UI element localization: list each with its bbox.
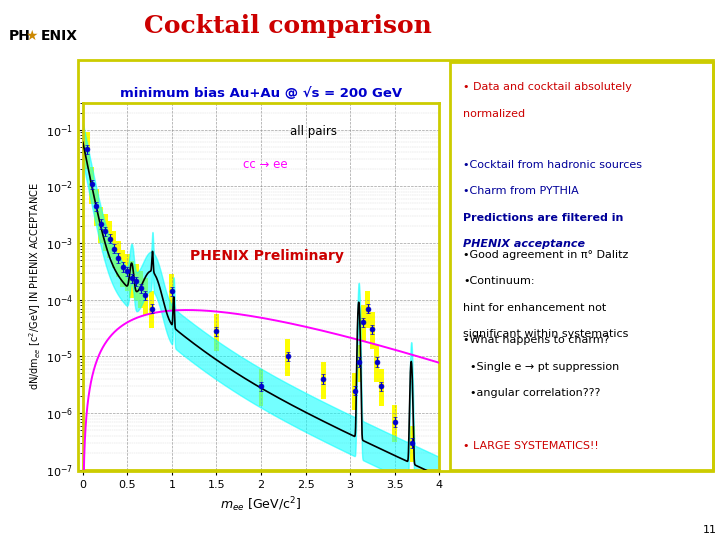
- Bar: [94, 189, 99, 226]
- Text: PHENIX Preliminary: PHENIX Preliminary: [189, 249, 343, 264]
- Text: •Cocktail from hadronic sources: •Cocktail from hadronic sources: [463, 160, 642, 170]
- Text: hint for enhancement not: hint for enhancement not: [463, 302, 606, 313]
- Bar: [258, 369, 264, 406]
- Text: 11: 11: [703, 524, 716, 535]
- Text: PH: PH: [9, 29, 30, 43]
- Bar: [352, 374, 357, 410]
- Bar: [321, 362, 326, 399]
- Title: minimum bias Au+Au @ √s = 200 GeV: minimum bias Au+Au @ √s = 200 GeV: [120, 87, 402, 100]
- Bar: [98, 207, 103, 244]
- Text: ★: ★: [25, 29, 38, 43]
- Bar: [410, 426, 415, 462]
- Text: •What happens to charm?: •What happens to charm?: [463, 335, 610, 345]
- Bar: [130, 261, 134, 298]
- Text: •Single e → pt suppression: •Single e → pt suppression: [463, 362, 619, 372]
- Bar: [374, 345, 379, 382]
- Bar: [112, 232, 117, 268]
- Text: Predictions are filtered in: Predictions are filtered in: [463, 213, 624, 223]
- Bar: [379, 369, 384, 406]
- Bar: [125, 254, 130, 291]
- Text: PHENIX acceptance: PHENIX acceptance: [463, 239, 585, 249]
- Text: •Good agreement in π° Dalitz: •Good agreement in π° Dalitz: [463, 249, 629, 260]
- Text: cc → ee: cc → ee: [243, 158, 288, 171]
- Text: Cocktail comparison: Cocktail comparison: [144, 14, 432, 37]
- Bar: [107, 221, 112, 258]
- Text: •Charm from PYTHIA: •Charm from PYTHIA: [463, 186, 579, 197]
- Bar: [143, 278, 148, 315]
- Y-axis label: dN/dm$_{ee}$ [c$^2$/GeV] IN PHENIX ACCEPTANCE: dN/dm$_{ee}$ [c$^2$/GeV] IN PHENIX ACCEP…: [27, 183, 43, 390]
- Text: ENIX: ENIX: [41, 29, 78, 43]
- Text: •Continuum:: •Continuum:: [463, 276, 535, 286]
- Text: •angular correlation???: •angular correlation???: [463, 388, 600, 399]
- Bar: [285, 339, 290, 376]
- Text: significant within systematics: significant within systematics: [463, 329, 629, 339]
- Bar: [138, 271, 143, 308]
- Text: all pairs: all pairs: [289, 125, 336, 138]
- Bar: [116, 241, 121, 278]
- Text: normalized: normalized: [463, 109, 526, 119]
- Bar: [134, 265, 139, 301]
- Bar: [89, 167, 94, 204]
- Bar: [120, 250, 125, 287]
- Bar: [169, 274, 174, 311]
- Bar: [85, 132, 90, 169]
- X-axis label: $m_{ee}$ [GeV/c$^2$]: $m_{ee}$ [GeV/c$^2$]: [220, 495, 302, 514]
- Bar: [214, 314, 219, 350]
- Bar: [366, 292, 370, 328]
- Bar: [392, 405, 397, 442]
- Text: • LARGE SYSTEMATICS!!: • LARGE SYSTEMATICS!!: [463, 441, 599, 451]
- Text: • Data and cocktail absolutely: • Data and cocktail absolutely: [463, 83, 632, 92]
- Bar: [361, 305, 366, 342]
- Bar: [370, 312, 375, 349]
- Bar: [150, 292, 154, 328]
- Bar: [356, 345, 361, 382]
- Bar: [103, 214, 107, 251]
